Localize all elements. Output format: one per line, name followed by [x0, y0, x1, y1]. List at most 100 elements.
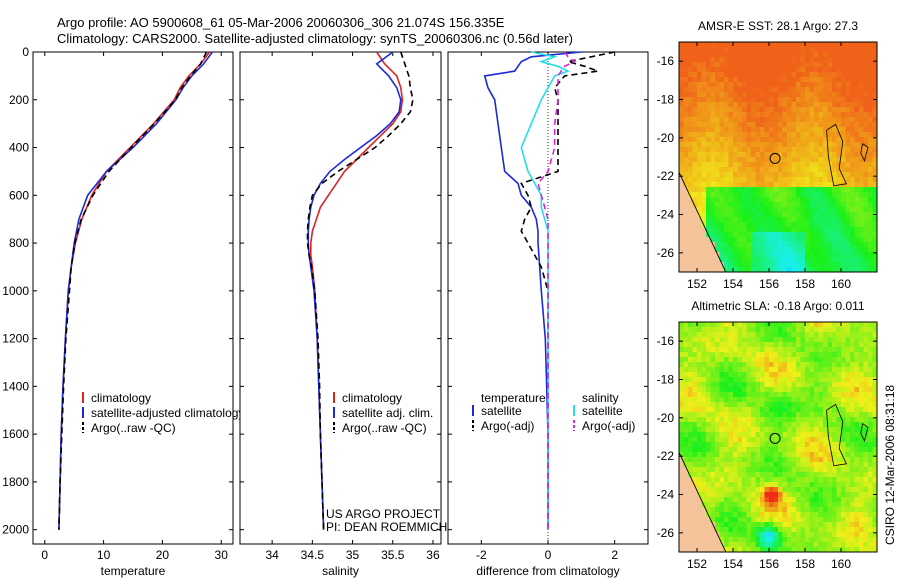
- map-cell: [854, 422, 860, 428]
- map-cell: [809, 247, 815, 253]
- map-cell: [859, 117, 864, 123]
- map-cell: [760, 522, 765, 528]
- map-cell: [845, 397, 851, 403]
- map-cell: [814, 147, 819, 153]
- map-cell: [791, 517, 797, 523]
- map-cell: [697, 172, 702, 178]
- map-cell: [818, 517, 824, 523]
- map-cell: [760, 402, 765, 408]
- map-cell: [737, 397, 743, 403]
- map-cell: [742, 432, 747, 438]
- temperature-panel: 0 10 20 30020040060080010001200140016001800…: [2, 45, 244, 578]
- map-cell: [751, 192, 756, 198]
- map-cell: [688, 507, 693, 513]
- map-cell: [854, 507, 860, 513]
- map-cell: [827, 532, 833, 538]
- map-cell: [719, 92, 725, 98]
- map-cell: [773, 67, 779, 73]
- map-cell: [724, 192, 729, 198]
- map-cell: [818, 242, 824, 248]
- map-cell: [679, 402, 684, 408]
- map-cell: [773, 522, 779, 528]
- map-cell: [814, 427, 819, 433]
- map-cell: [841, 532, 846, 538]
- map-cell: [710, 502, 716, 508]
- map-cell: [800, 107, 806, 113]
- map-cell: [809, 187, 815, 193]
- map-cell: [692, 112, 698, 118]
- map-cell: [796, 267, 801, 273]
- map-cell: [683, 67, 689, 73]
- map-cell: [692, 262, 698, 268]
- map-cell: [751, 132, 756, 138]
- map-cell: [841, 487, 846, 493]
- map-cell: [791, 87, 797, 93]
- map-cell: [728, 267, 734, 273]
- map-cell: [827, 362, 833, 368]
- map-cell: [809, 392, 815, 398]
- map-cell: [764, 527, 770, 533]
- map-cell: [769, 377, 774, 383]
- map-cell: [782, 487, 788, 493]
- map-cell: [845, 142, 851, 148]
- map-cell: [800, 472, 806, 478]
- map-cell: [818, 367, 824, 373]
- map-cell: [841, 82, 846, 88]
- map-cell: [850, 72, 855, 78]
- map-cell: [845, 127, 851, 133]
- map-cell: [760, 457, 765, 463]
- map-cell: [845, 192, 851, 198]
- map-cell: [845, 257, 851, 263]
- map-cell: [692, 207, 698, 213]
- map-cell: [805, 172, 810, 178]
- map-cell: [836, 337, 842, 343]
- map-cell: [845, 542, 851, 548]
- map-cell: [688, 527, 693, 533]
- map-cell: [841, 222, 846, 228]
- map-cell: [827, 127, 833, 133]
- map-cell: [751, 52, 756, 58]
- map-cell: [701, 327, 707, 333]
- map-cell: [809, 262, 815, 268]
- map-cell: [814, 462, 819, 468]
- map-cell: [845, 202, 851, 208]
- map-cell: [733, 517, 738, 523]
- map-cell: [791, 437, 797, 443]
- map-cell: [679, 452, 684, 458]
- map-cell: [823, 67, 828, 73]
- map-cell: [823, 392, 828, 398]
- map-cell: [706, 112, 711, 118]
- map-cell: [733, 77, 738, 83]
- map-cell: [769, 437, 774, 443]
- map-cell: [683, 497, 689, 503]
- map-cell: [724, 477, 729, 483]
- map-cell: [868, 482, 873, 488]
- map-cell: [683, 507, 689, 513]
- map-cell: [746, 132, 752, 138]
- map-cell: [706, 367, 711, 373]
- map-cell: [854, 62, 860, 68]
- map-cell: [809, 52, 815, 58]
- map-cell: [791, 217, 797, 223]
- map-cell: [719, 402, 725, 408]
- map-cell: [845, 502, 851, 508]
- map-cell: [818, 147, 824, 153]
- map-cell: [701, 107, 707, 113]
- map-cell: [769, 422, 774, 428]
- map-cell: [814, 432, 819, 438]
- map-cell: [823, 502, 828, 508]
- map-cell: [773, 332, 779, 338]
- map-cell: [850, 142, 855, 148]
- map-cell: [778, 327, 783, 333]
- map-cell: [706, 427, 711, 433]
- map-cell: [854, 452, 860, 458]
- map-cell: [814, 332, 819, 338]
- map-cell: [719, 377, 725, 383]
- map-cell: [773, 457, 779, 463]
- map-cell: [728, 152, 734, 158]
- map-frame: [678, 321, 878, 553]
- map-cell: [706, 537, 711, 543]
- map-cell: [859, 127, 864, 133]
- map-cell: [832, 357, 837, 363]
- map-cell: [850, 242, 855, 248]
